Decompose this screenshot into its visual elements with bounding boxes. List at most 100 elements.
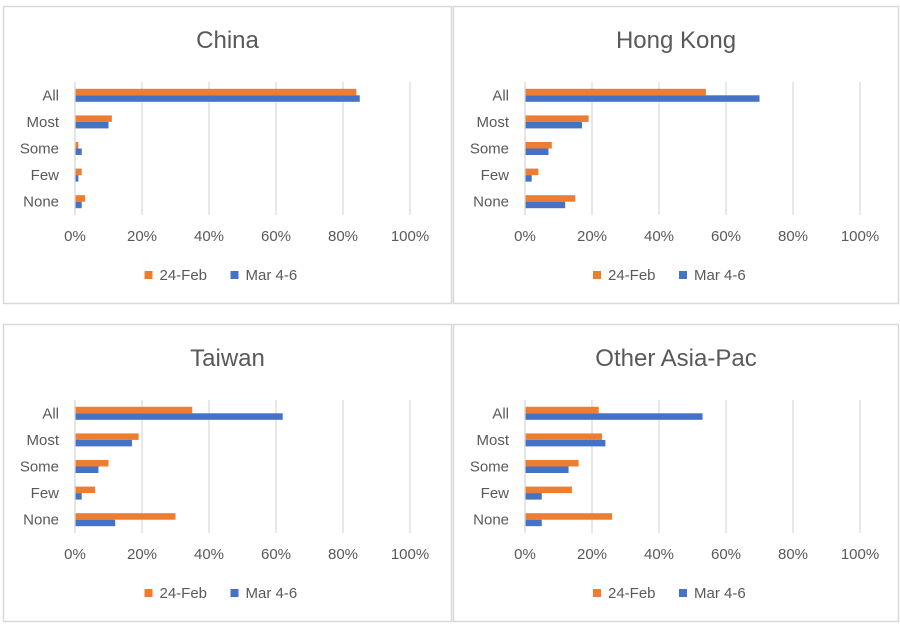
legend-swatch (144, 589, 153, 597)
legend-label: Mar 4-6 (246, 585, 298, 602)
bar-series-2 (75, 439, 132, 447)
bar-series-2 (525, 519, 542, 527)
x-tick-label: 40% (644, 228, 674, 245)
bar-series-2 (525, 493, 542, 500)
bar-series-1 (525, 142, 552, 149)
chart-title: Hong Kong (616, 27, 736, 54)
chart-legend: 24-Feb Mar 4-6 (144, 585, 298, 602)
chart-panel-1: China 0% 20% 40% 60% 80% 100% All Most Some Few Non… (2, 5, 453, 305)
bar-series-2 (75, 148, 82, 155)
x-tick-label: 100% (391, 546, 429, 563)
bar-series-1 (525, 88, 706, 96)
chart-title: China (196, 27, 259, 54)
bar-series-1 (75, 142, 79, 149)
legend-label: 24-Feb (608, 585, 656, 602)
x-tick-label: 40% (644, 546, 674, 563)
bar-series-1 (75, 433, 139, 440)
category-label: Most (26, 114, 59, 131)
bar-series-1 (75, 513, 176, 520)
legend-label: 24-Feb (608, 267, 656, 284)
x-tick-label: 60% (261, 228, 291, 245)
legend-swatch (230, 589, 239, 597)
x-tick-label: 80% (778, 228, 808, 245)
x-tick-label: 80% (328, 546, 358, 563)
bar-series-1 (525, 460, 579, 467)
chart-panel-2: Hong Kong 0% 20% 40% 60% 80% 100% All Most Some Fe… (452, 5, 900, 305)
bar-series-1 (75, 195, 86, 202)
category-label: Few (481, 167, 510, 184)
legend-swatch (230, 271, 239, 279)
category-label: Some (20, 141, 59, 158)
x-tick-label: 20% (577, 546, 607, 563)
x-tick-label: 100% (391, 228, 429, 245)
bar-series-2 (75, 95, 360, 102)
legend-swatch (679, 589, 687, 597)
bar-series-2 (525, 201, 566, 209)
category-label: All (492, 87, 509, 104)
x-tick-label: 80% (778, 546, 808, 563)
category-label: None (23, 194, 59, 211)
bar-series-1 (525, 486, 572, 494)
bar-series-2 (75, 519, 116, 527)
bar-series-1 (75, 168, 82, 176)
bar-series-2 (525, 466, 569, 473)
x-tick-label: 0% (64, 228, 86, 245)
bar-series-2 (525, 439, 606, 447)
legend-label: Mar 4-6 (246, 267, 298, 284)
bar-series-2 (75, 121, 109, 129)
legend-swatch (593, 271, 601, 279)
category-label: All (492, 405, 509, 422)
x-tick-label: 20% (127, 546, 157, 563)
bar-series-2 (525, 121, 582, 129)
chart-title: Other Asia-Pac (595, 345, 756, 372)
legend-swatch (679, 271, 687, 279)
chart-legend: 24-Feb Mar 4-6 (593, 267, 746, 284)
x-tick-label: 20% (127, 228, 157, 245)
x-tick-label: 40% (194, 546, 224, 563)
x-tick-label: 0% (64, 546, 86, 563)
bar-series-1 (75, 460, 109, 467)
bar-series-1 (75, 115, 112, 122)
bar-series-1 (525, 433, 603, 440)
category-label: Most (476, 114, 509, 131)
bar-series-2 (525, 95, 760, 102)
bar-series-1 (525, 513, 613, 520)
x-tick-label: 100% (841, 228, 879, 245)
x-tick-label: 60% (711, 228, 741, 245)
category-label: Few (31, 167, 60, 184)
category-label: Most (26, 432, 59, 449)
bar-series-1 (75, 88, 357, 96)
bar-series-1 (75, 486, 96, 494)
bar-series-1 (525, 195, 576, 202)
bar-series-2 (525, 148, 549, 155)
category-label: All (42, 405, 59, 422)
x-tick-label: 0% (514, 228, 536, 245)
chart-legend: 24-Feb Mar 4-6 (144, 267, 298, 284)
legend-label: Mar 4-6 (694, 267, 746, 284)
legend-label: 24-Feb (160, 585, 208, 602)
x-tick-label: 20% (577, 228, 607, 245)
x-tick-label: 100% (841, 546, 879, 563)
x-tick-label: 60% (261, 546, 291, 563)
category-label: All (42, 87, 59, 104)
x-tick-label: 60% (711, 546, 741, 563)
bar-series-2 (75, 466, 99, 473)
chart-panel-4: Other Asia-Pac 0% 20% 40% 60% 80% 100% All Most S… (452, 323, 900, 623)
category-label: Some (470, 141, 509, 158)
chart-legend: 24-Feb Mar 4-6 (593, 585, 746, 602)
bar-series-2 (525, 175, 532, 182)
chart-panel-3: Taiwan 0% 20% 40% 60% 80% 100% All Most Some Few No… (2, 323, 453, 623)
bar-series-1 (525, 168, 539, 176)
bar-series-2 (75, 201, 82, 209)
x-tick-label: 0% (514, 546, 536, 563)
legend-swatch (144, 271, 153, 279)
category-label: Few (31, 485, 60, 502)
x-tick-label: 40% (194, 228, 224, 245)
bar-series-2 (75, 175, 79, 182)
bar-series-1 (525, 115, 589, 122)
bar-series-2 (75, 413, 283, 420)
bar-series-1 (525, 406, 599, 414)
category-label: Most (476, 432, 509, 449)
